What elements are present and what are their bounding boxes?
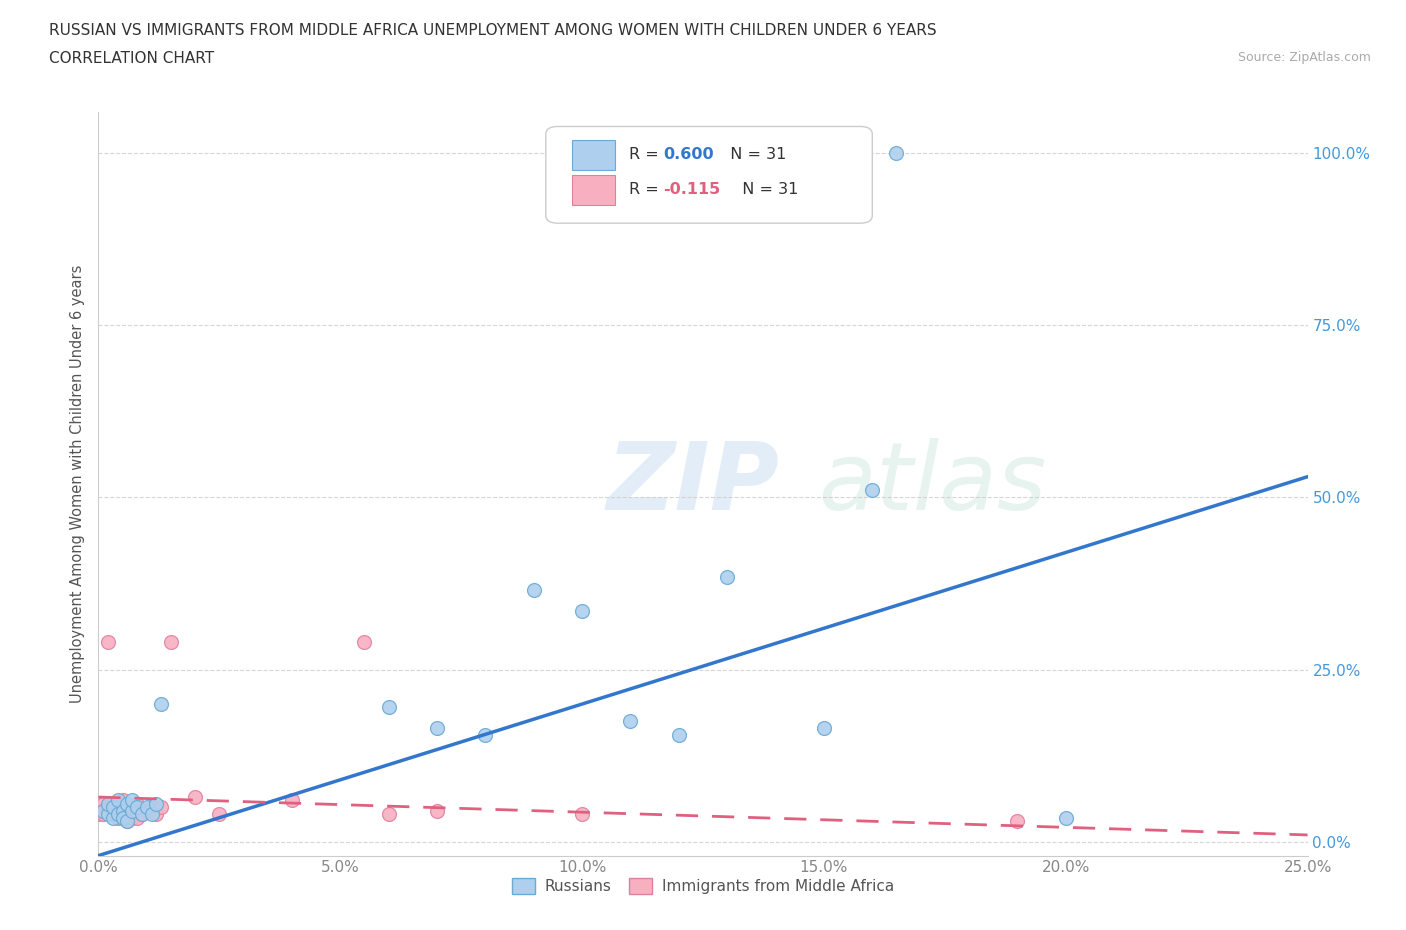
Point: [281, 793, 304, 808]
Point: [121, 810, 143, 825]
Point: [111, 804, 134, 818]
Point: [716, 569, 738, 584]
Point: [117, 796, 139, 811]
Point: [141, 800, 163, 815]
Point: [131, 807, 153, 822]
Point: [860, 483, 883, 498]
Point: [101, 810, 124, 825]
Point: [619, 714, 641, 729]
Point: [87, 807, 110, 822]
Point: [145, 796, 167, 811]
Point: [353, 634, 375, 649]
Point: [1054, 810, 1077, 825]
Point: [1007, 814, 1029, 829]
Point: [121, 804, 143, 818]
Legend: Russians, Immigrants from Middle Africa: Russians, Immigrants from Middle Africa: [506, 871, 900, 900]
Text: R =: R =: [630, 182, 664, 197]
Point: [474, 727, 496, 742]
Point: [91, 796, 114, 811]
Point: [523, 583, 546, 598]
Text: Source: ZipAtlas.com: Source: ZipAtlas.com: [1237, 51, 1371, 64]
Point: [127, 810, 149, 825]
Point: [97, 807, 120, 822]
Point: [117, 814, 139, 829]
Text: N = 31: N = 31: [733, 182, 799, 197]
Point: [117, 814, 139, 829]
Point: [101, 807, 124, 822]
Text: ZIP: ZIP: [606, 438, 779, 529]
Point: [426, 804, 449, 818]
Point: [571, 604, 593, 618]
Point: [135, 804, 157, 818]
Point: [111, 793, 134, 808]
Point: [121, 793, 143, 808]
Point: [160, 634, 183, 649]
Point: [97, 634, 120, 649]
Point: [377, 807, 399, 822]
FancyBboxPatch shape: [572, 175, 614, 205]
Point: [121, 800, 143, 815]
Point: [886, 145, 908, 160]
Point: [107, 807, 129, 822]
Text: R =: R =: [630, 147, 664, 162]
Point: [91, 804, 114, 818]
Point: [150, 800, 173, 815]
Point: [117, 796, 139, 811]
Point: [668, 727, 690, 742]
Point: [97, 796, 120, 811]
FancyBboxPatch shape: [546, 126, 872, 223]
Point: [111, 810, 134, 825]
Point: [571, 807, 593, 822]
FancyBboxPatch shape: [572, 140, 614, 169]
Point: [107, 793, 129, 808]
Text: -0.115: -0.115: [664, 182, 720, 197]
Text: RUSSIAN VS IMMIGRANTS FROM MIDDLE AFRICA UNEMPLOYMENT AMONG WOMEN WITH CHILDREN : RUSSIAN VS IMMIGRANTS FROM MIDDLE AFRICA…: [49, 23, 936, 38]
Point: [377, 700, 399, 715]
Point: [813, 721, 835, 736]
Point: [127, 800, 149, 815]
Point: [150, 697, 173, 711]
Point: [107, 810, 129, 825]
Point: [101, 800, 124, 815]
Point: [97, 800, 120, 815]
Y-axis label: Unemployment Among Women with Children Under 6 years: Unemployment Among Women with Children U…: [70, 264, 86, 703]
Text: CORRELATION CHART: CORRELATION CHART: [49, 51, 214, 66]
Point: [131, 807, 153, 822]
Point: [101, 796, 124, 811]
Point: [111, 804, 134, 818]
Point: [184, 790, 207, 804]
Point: [127, 796, 149, 811]
Point: [141, 807, 163, 822]
Point: [91, 807, 114, 822]
Point: [426, 721, 449, 736]
Point: [135, 800, 157, 815]
Point: [145, 807, 167, 822]
Point: [208, 807, 231, 822]
Point: [107, 796, 129, 811]
Text: atlas: atlas: [818, 438, 1046, 529]
Text: 0.600: 0.600: [664, 147, 714, 162]
Text: N = 31: N = 31: [720, 147, 786, 162]
